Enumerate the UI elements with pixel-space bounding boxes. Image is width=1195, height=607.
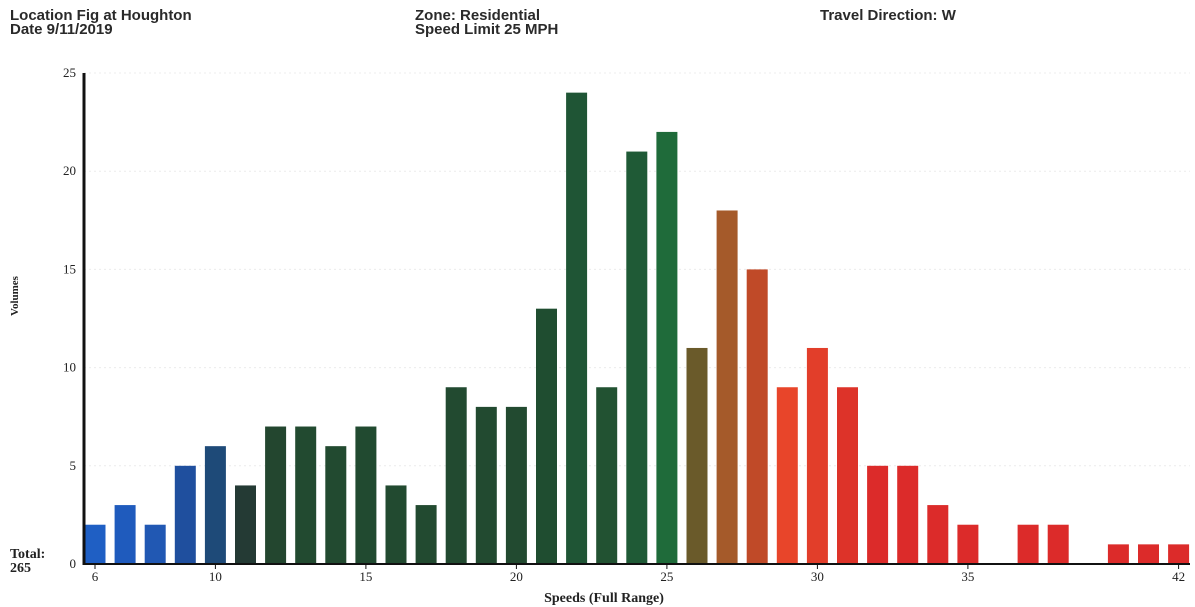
bar-speed-37 — [1017, 524, 1039, 564]
x-tick-label: 25 — [660, 569, 673, 584]
speed-limit-label: Speed Limit 25 MPH — [415, 21, 559, 38]
bar-speed-9 — [174, 465, 196, 564]
total-label: Total: — [10, 547, 46, 562]
bar-speed-18 — [445, 387, 467, 564]
x-tick-label: 42 — [1172, 569, 1185, 584]
bar-speed-38 — [1047, 524, 1069, 564]
bar-speed-24 — [626, 151, 648, 564]
bar-speed-26 — [686, 347, 708, 564]
bar-speed-29 — [776, 387, 798, 564]
bar-speed-15 — [355, 426, 377, 564]
bar-speed-33 — [897, 465, 919, 564]
y-tick-label: 5 — [70, 458, 77, 473]
x-tick-label: 6 — [92, 569, 99, 584]
zone-label: Zone: Residential — [415, 7, 541, 24]
y-axis-title: Volumes — [9, 275, 21, 316]
bar-speed-40 — [1107, 544, 1129, 564]
bar-speed-12 — [265, 426, 287, 564]
y-tick-labels: 0 5 10 15 20 25 — [63, 65, 76, 571]
bar-speed-10 — [204, 446, 226, 564]
bar-speed-16 — [385, 485, 407, 564]
date-label: Date 9/11/2019 — [10, 21, 113, 38]
x-tick-labels: 6 10 15 20 25 30 35 42 — [92, 564, 1185, 584]
bar-speed-14 — [325, 446, 347, 564]
x-tick-label: 35 — [961, 569, 974, 584]
bar-speed-22 — [566, 92, 588, 564]
x-tick-label: 10 — [209, 569, 222, 584]
bar-speed-13 — [295, 426, 317, 564]
bar-speed-34 — [927, 505, 949, 564]
bar-speed-28 — [746, 269, 768, 564]
bar-speed-23 — [596, 387, 618, 564]
bar-speed-17 — [415, 505, 437, 564]
bar-speed-19 — [475, 406, 497, 564]
y-tick-label: 15 — [63, 261, 76, 276]
bar-speed-20 — [505, 406, 527, 564]
bar-speed-27 — [716, 210, 738, 565]
bar-speed-21 — [536, 308, 557, 564]
bar-speed-11 — [235, 485, 256, 564]
x-axis-title: Speeds (Full Range) — [544, 591, 664, 606]
y-tick-label: 20 — [63, 163, 76, 178]
total-value: 265 — [10, 561, 31, 576]
direction-label: Travel Direction: W — [820, 7, 956, 24]
bar-speed-41 — [1138, 544, 1159, 564]
y-tick-label: 0 — [70, 556, 77, 571]
x-tick-label: 20 — [510, 569, 523, 584]
y-tick-label: 25 — [63, 65, 76, 80]
gridlines — [84, 72, 1190, 467]
x-tick-label: 15 — [359, 569, 372, 584]
bar-speed-8 — [144, 524, 166, 564]
bar-speed-6 — [84, 524, 106, 564]
bar-speed-30 — [806, 347, 828, 564]
bar-speed-7 — [114, 505, 136, 564]
bar-speed-32 — [867, 465, 889, 564]
bar-speed-25 — [656, 131, 678, 565]
bar-speed-31 — [837, 387, 858, 564]
total-summary: Total: 265 — [10, 548, 45, 576]
bar-speed-42 — [1168, 544, 1190, 564]
location-label: Location Fig at Houghton — [10, 7, 192, 24]
bar-speed-35 — [957, 524, 979, 564]
y-tick-label: 10 — [63, 360, 76, 375]
bars — [84, 92, 1190, 565]
x-tick-label: 30 — [811, 569, 824, 584]
